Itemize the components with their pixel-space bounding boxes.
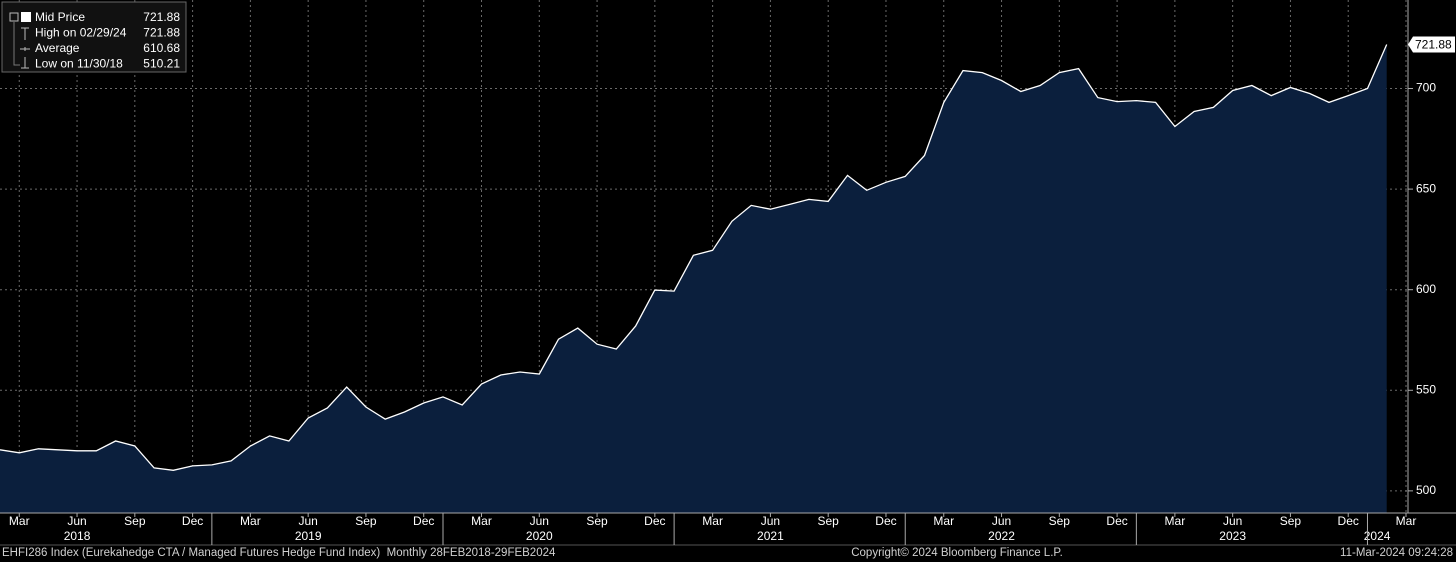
area (0, 44, 1387, 513)
y-tick-label: 650 (1416, 181, 1436, 195)
last-value-badge (1408, 36, 1455, 53)
x-tick-label: Jun (530, 514, 549, 528)
x-year-label: 2024 (1364, 529, 1391, 543)
y-tick-label: 700 (1416, 81, 1436, 95)
average-icon (20, 47, 30, 51)
legend-box (1, 1, 187, 73)
legend-label: Mid Price (35, 10, 85, 24)
x-tick-label: Dec (413, 514, 434, 528)
legend-value: 510.21 (143, 57, 180, 71)
x-tick-label: Jun (761, 514, 780, 528)
x-year-label: 2019 (295, 529, 322, 543)
x-tick-label: Dec (1338, 514, 1359, 528)
x-year-label: 2020 (526, 529, 553, 543)
x-tick-label: Mar (471, 514, 492, 528)
x-tick-label: Dec (875, 514, 896, 528)
legend-value: 610.68 (143, 41, 180, 55)
x-year-label: 2022 (988, 529, 1015, 543)
x-tick-label: Sep (1049, 514, 1071, 528)
x-tick-label: Sep (1280, 514, 1302, 528)
legend-value: 721.88 (143, 26, 180, 40)
legend-tree (13, 22, 20, 66)
x-tick-label: Mar (240, 514, 261, 528)
footer-left: EHFI286 Index (Eurekahedge CTA / Managed… (2, 547, 556, 559)
x-tick-label: Mar (1396, 514, 1417, 528)
plot-area (0, 0, 1408, 513)
legend-label: Average (35, 41, 80, 55)
legend-toggle (9, 12, 19, 22)
x-tick-label: Sep (818, 514, 840, 528)
x-tick-label: Dec (182, 514, 203, 528)
x-tick-label: Jun (298, 514, 317, 528)
low-icon (21, 57, 29, 69)
x-year-label: 2023 (1219, 529, 1246, 543)
x-year-label: 2018 (64, 529, 91, 543)
y-tick-label: 600 (1416, 282, 1436, 296)
legend-value: 721.88 (143, 10, 180, 24)
line (0, 44, 1388, 471)
x-tick-label: Mar (702, 514, 723, 528)
x-tick-label: Dec (1106, 514, 1127, 528)
legend: Mid Price 721.88 High on 02/29/24 721.88 Ave… (1, 1, 187, 73)
x-tick-label: Jun (1223, 514, 1242, 528)
x-tick-label: Sep (124, 514, 146, 528)
x-tick-label: Mar (9, 514, 30, 528)
y-tick-label: 500 (1416, 483, 1436, 497)
high-icon (21, 27, 29, 40)
y-tick-label: 550 (1416, 382, 1436, 396)
legend-label: Low on 11/30/18 (35, 57, 123, 71)
x-year-label: 2021 (757, 529, 784, 543)
x-tick-label: Dec (644, 514, 665, 528)
legend-label: High on 02/29/24 (35, 26, 127, 40)
x-tick-label: Jun (67, 514, 86, 528)
footer-right: 11-Mar-2024 09:24:28 (1340, 547, 1453, 559)
legend-swatch (21, 12, 31, 22)
last-value-label: 721.88 (1415, 38, 1452, 52)
x-tick-label: Mar (933, 514, 954, 528)
x-tick-label: Sep (355, 514, 377, 528)
footer-center: Copyright© 2024 Bloomberg Finance L.P. (851, 547, 1063, 559)
x-tick-label: Jun (992, 514, 1011, 528)
x-tick-label: Mar (1165, 514, 1186, 528)
x-tick-label: Sep (586, 514, 608, 528)
